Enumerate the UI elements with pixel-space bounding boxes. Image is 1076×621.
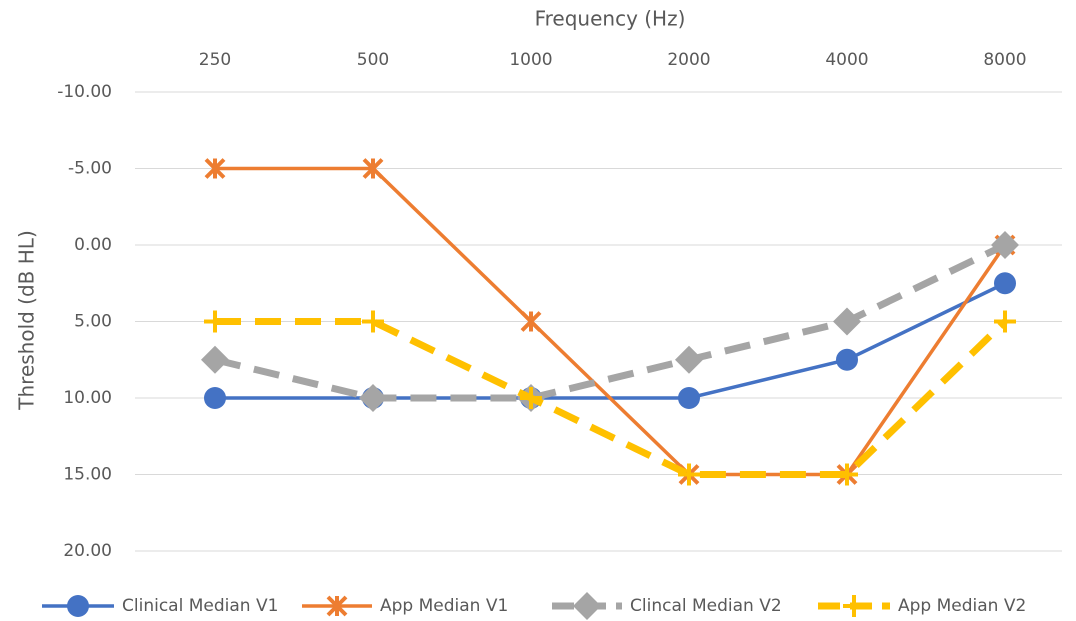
y-axis-title: Threshold (dB HL)	[15, 230, 39, 410]
legend-label: Clincal Median V2	[630, 596, 782, 616]
legend-marker	[573, 592, 601, 620]
data-point	[994, 310, 1016, 333]
x-tick-label: 2000	[667, 50, 710, 70]
data-point	[678, 463, 700, 486]
x-tick-label: 1000	[509, 50, 552, 70]
y-tick-label: -10.00	[57, 82, 112, 102]
x-tick-label: 4000	[825, 50, 868, 70]
legend-marker	[326, 595, 348, 617]
data-point	[204, 387, 226, 409]
data-point	[991, 231, 1019, 259]
series-line	[215, 166, 1007, 477]
y-tick-label: 15.00	[63, 465, 112, 485]
data-point	[994, 272, 1016, 295]
data-point	[204, 310, 226, 333]
data-point	[204, 158, 226, 179]
data-point	[359, 384, 387, 412]
x-tick-label: 500	[357, 50, 389, 70]
data-point	[678, 387, 700, 409]
y-tick-label: -5.00	[68, 159, 112, 179]
series-line	[214, 241, 1007, 402]
y-tick-label: 0.00	[74, 235, 112, 255]
data-point	[201, 345, 229, 374]
legend-marker	[67, 595, 89, 617]
data-point	[520, 387, 542, 409]
data-point	[836, 463, 858, 486]
x-axis-title: Frequency (Hz)	[535, 7, 686, 31]
x-tick-label: 250	[199, 50, 231, 70]
data-point	[362, 158, 384, 179]
legend-label: App Median V1	[380, 596, 508, 616]
y-tick-label: 20.00	[63, 541, 112, 561]
data-point	[362, 310, 384, 333]
legend-label: Clinical Median V1	[122, 596, 278, 616]
data-point	[675, 345, 703, 374]
data-point	[520, 311, 542, 332]
legend-label: App Median V2	[898, 596, 1026, 616]
y-tick-label: 10.00	[63, 388, 112, 408]
data-point	[833, 307, 861, 336]
x-tick-label: 8000	[983, 50, 1026, 70]
legend-marker	[843, 595, 865, 617]
y-tick-label: 5.00	[74, 312, 112, 332]
data-point	[836, 348, 858, 371]
series-line	[215, 318, 1008, 478]
